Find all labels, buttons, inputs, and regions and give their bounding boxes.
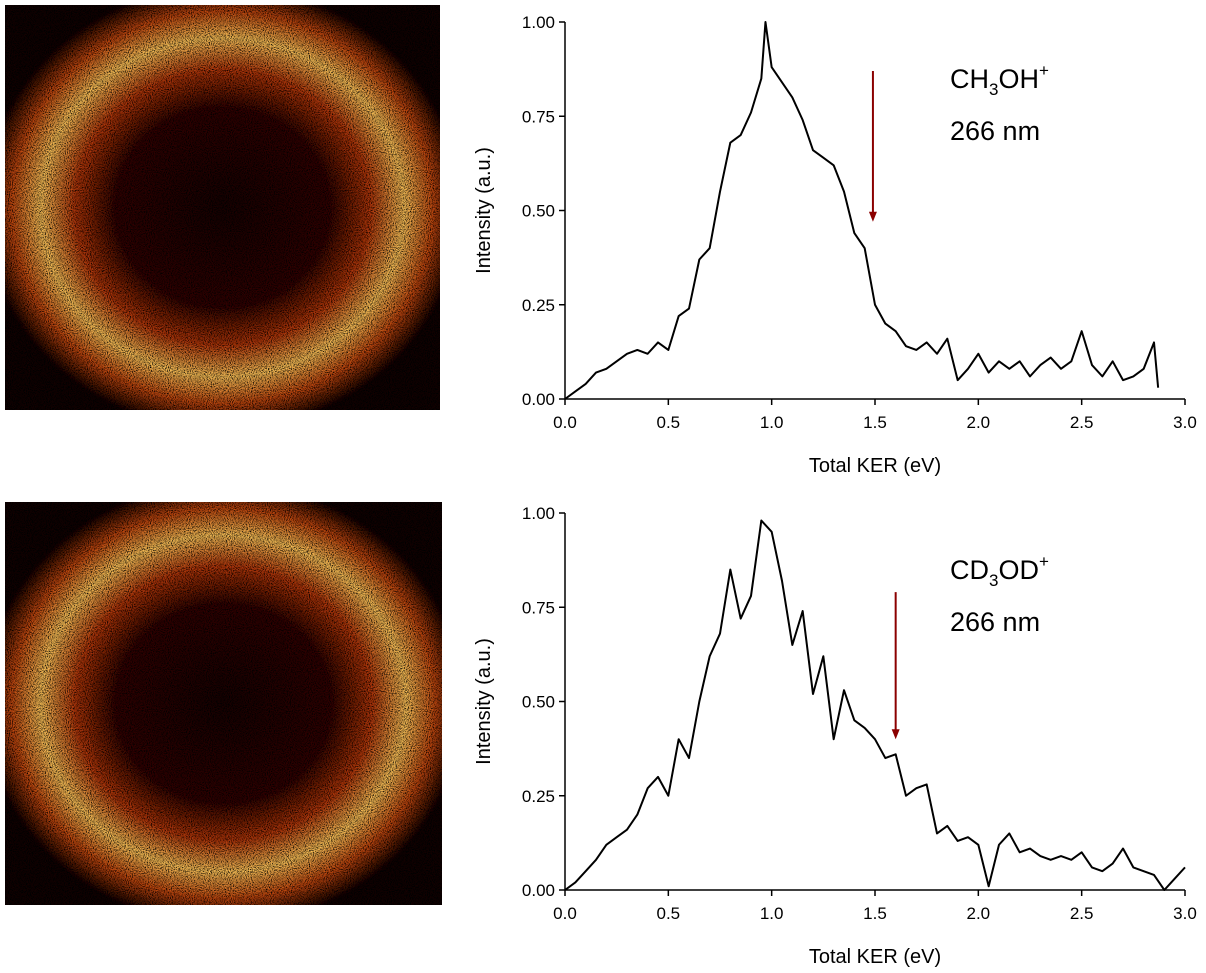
formula-superscript: +: [1039, 552, 1049, 571]
y-tick-label: 0.75: [522, 598, 555, 617]
x-tick-label: 2.0: [967, 904, 991, 923]
x-tick-label: 2.5: [1070, 904, 1094, 923]
x-tick-label: 2.5: [1070, 413, 1094, 432]
y-tick-label: 0.25: [522, 787, 555, 806]
data-line: [564, 519, 1186, 891]
arrow-head: [868, 211, 877, 222]
x-axis-label: Total KER (eV): [809, 455, 941, 477]
x-tick-label: 0.5: [657, 904, 681, 923]
data-line: [564, 21, 1160, 400]
annotation-formula: CH3OH+: [950, 61, 1049, 99]
x-tick-label: 0.5: [657, 413, 681, 432]
x-tick-label: 0.0: [553, 413, 577, 432]
x-axis-label: Total KER (eV): [809, 946, 941, 968]
x-tick-label: 1.5: [863, 413, 887, 432]
x-tick-label: 1.0: [760, 413, 784, 432]
formula-subscript: 3: [989, 80, 998, 99]
velocity-map-image: [5, 502, 442, 905]
formula-part: CH: [950, 64, 989, 94]
annotation-text: 266 nm: [950, 607, 1040, 637]
x-tick-label: 1.0: [760, 904, 784, 923]
formula-part: CD: [950, 555, 989, 585]
y-tick-label: 0.50: [522, 693, 555, 712]
formula-subscript: 3: [989, 571, 998, 590]
annotation-text: 266 nm: [950, 116, 1040, 146]
annotation-formula: CD3OD+: [950, 552, 1049, 590]
y-tick-label: 0.00: [522, 390, 555, 409]
y-tick-label: 1.00: [522, 504, 555, 523]
y-tick-label: 1.00: [522, 13, 555, 32]
formula-superscript: +: [1039, 61, 1049, 80]
y-tick-label: 0.75: [522, 107, 555, 126]
x-tick-label: 1.5: [863, 904, 887, 923]
y-axis-label: Intensity (a.u.): [473, 147, 495, 274]
x-tick-label: 0.0: [553, 904, 577, 923]
x-tick-label: 2.0: [967, 413, 991, 432]
velocity-map-image: [5, 5, 440, 410]
y-tick-label: 0.50: [522, 202, 555, 221]
formula-part: OH: [998, 64, 1039, 94]
charts: 0.00 0.25 0.50 0.75 1.00 0.0 0.5 1.0 1.5 2.0 2.5 3.…: [473, 13, 1197, 968]
arrow-head: [891, 729, 900, 740]
formula-part: OD: [998, 555, 1039, 585]
y-tick-label: 0.25: [522, 296, 555, 315]
x-tick-label: 3.0: [1173, 413, 1197, 432]
x-tick-label: 3.0: [1173, 904, 1197, 923]
y-tick-label: 0.00: [522, 881, 555, 900]
y-axis-label: Intensity (a.u.): [473, 638, 495, 765]
